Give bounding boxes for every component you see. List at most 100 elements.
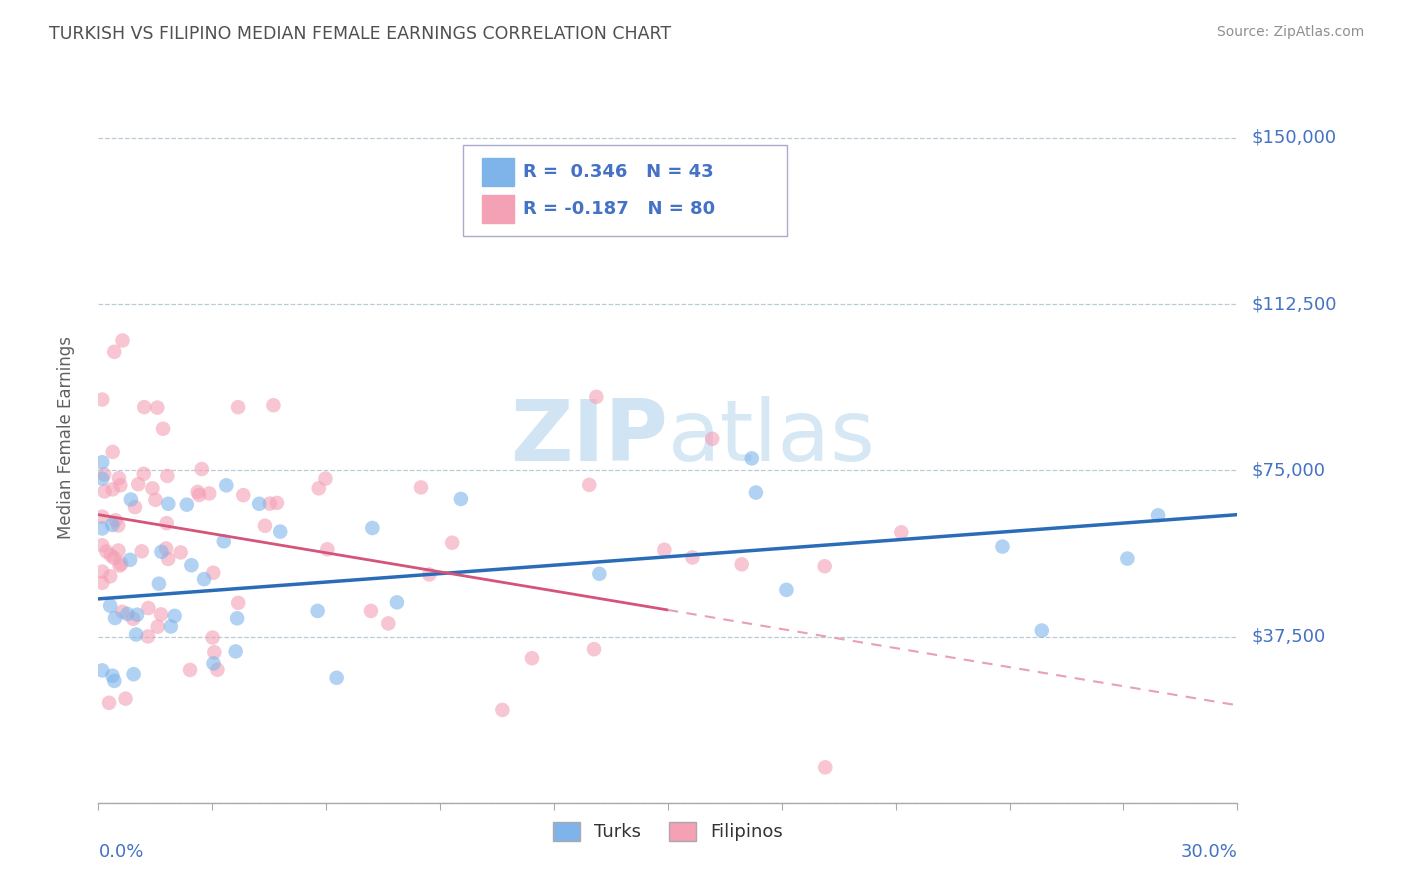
Text: atlas: atlas [668, 395, 876, 479]
Text: R =  0.346   N = 43: R = 0.346 N = 43 [523, 162, 714, 181]
Filipinos [202, 645, 225, 659]
Filipinos [253, 518, 276, 533]
Turks [991, 540, 1014, 554]
Legend: Turks, Filipinos: Turks, Filipinos [546, 814, 790, 848]
Filipinos [91, 509, 114, 524]
Filipinos [98, 696, 121, 710]
Filipinos [141, 481, 163, 495]
Turks [385, 595, 408, 609]
Turks [745, 485, 768, 500]
Filipinos [262, 398, 284, 412]
Y-axis label: Median Female Earnings: Median Female Earnings [56, 335, 75, 539]
Text: Source: ZipAtlas.com: Source: ZipAtlas.com [1216, 25, 1364, 39]
Turks [325, 671, 347, 685]
Filipinos [207, 663, 229, 677]
Turks [361, 521, 384, 535]
Turks [212, 534, 235, 549]
Filipinos [314, 472, 336, 486]
Filipinos [145, 492, 167, 507]
Turks [215, 478, 238, 492]
Filipinos [702, 432, 724, 446]
Turks [127, 607, 149, 622]
Turks [120, 553, 142, 567]
Text: 30.0%: 30.0% [1181, 843, 1237, 861]
FancyBboxPatch shape [482, 158, 515, 186]
Filipinos [316, 542, 339, 557]
Turks [91, 521, 114, 535]
Turks [193, 572, 215, 586]
Turks [307, 604, 329, 618]
FancyBboxPatch shape [482, 194, 515, 223]
Filipinos [377, 616, 399, 631]
Turks [160, 619, 183, 633]
Filipinos [266, 496, 288, 510]
Filipinos [91, 575, 114, 590]
Turks [163, 608, 186, 623]
Filipinos [111, 334, 134, 348]
Filipinos [111, 605, 134, 619]
Filipinos [360, 604, 382, 618]
Filipinos [188, 488, 211, 502]
Filipinos [124, 500, 146, 515]
Filipinos [578, 478, 600, 492]
Turks [202, 657, 225, 671]
Filipinos [585, 390, 607, 404]
Turks [122, 667, 145, 681]
Turks [180, 558, 202, 573]
Filipinos [150, 607, 173, 622]
Filipinos [201, 631, 224, 645]
Text: 0.0%: 0.0% [98, 843, 143, 861]
Turks [176, 498, 198, 512]
Filipinos [155, 541, 177, 556]
Filipinos [114, 691, 136, 706]
Filipinos [682, 550, 704, 565]
Filipinos [441, 535, 464, 549]
Filipinos [110, 557, 132, 571]
Filipinos [103, 551, 125, 566]
Turks [104, 611, 127, 625]
Text: TURKISH VS FILIPINO MEDIAN FEMALE EARNINGS CORRELATION CHART: TURKISH VS FILIPINO MEDIAN FEMALE EARNIN… [49, 25, 671, 43]
Filipinos [132, 467, 155, 481]
Turks [775, 582, 797, 597]
Turks [247, 497, 270, 511]
Filipinos [308, 481, 330, 495]
Text: $75,000: $75,000 [1251, 461, 1326, 479]
Filipinos [110, 478, 132, 492]
Turks [148, 576, 170, 591]
Filipinos [93, 484, 115, 499]
Filipinos [814, 760, 837, 774]
Text: $112,500: $112,500 [1251, 295, 1337, 313]
Filipinos [108, 471, 131, 485]
Filipinos [226, 596, 249, 610]
Turks [269, 524, 291, 539]
Filipinos [107, 518, 129, 533]
Filipinos [418, 567, 440, 582]
Filipinos [198, 486, 221, 500]
Text: R = -0.187   N = 80: R = -0.187 N = 80 [523, 200, 716, 218]
Turks [1031, 624, 1053, 638]
Filipinos [98, 569, 121, 583]
Filipinos [730, 558, 752, 572]
Filipinos [100, 548, 122, 562]
FancyBboxPatch shape [463, 145, 787, 235]
Filipinos [138, 601, 160, 615]
Turks [741, 451, 763, 466]
Filipinos [169, 545, 191, 559]
Filipinos [190, 462, 212, 476]
Filipinos [107, 543, 129, 558]
Turks [588, 566, 610, 581]
Turks [91, 664, 114, 678]
Turks [117, 607, 139, 621]
Filipinos [122, 612, 145, 626]
Filipinos [152, 422, 174, 436]
Text: ZIP: ZIP [510, 395, 668, 479]
Filipinos [814, 559, 837, 574]
Turks [125, 627, 148, 641]
Filipinos [91, 392, 114, 407]
Filipinos [520, 651, 543, 665]
Filipinos [146, 401, 169, 415]
Turks [91, 455, 114, 469]
Filipinos [226, 400, 249, 414]
Text: $150,000: $150,000 [1251, 128, 1336, 147]
Filipinos [127, 477, 149, 491]
